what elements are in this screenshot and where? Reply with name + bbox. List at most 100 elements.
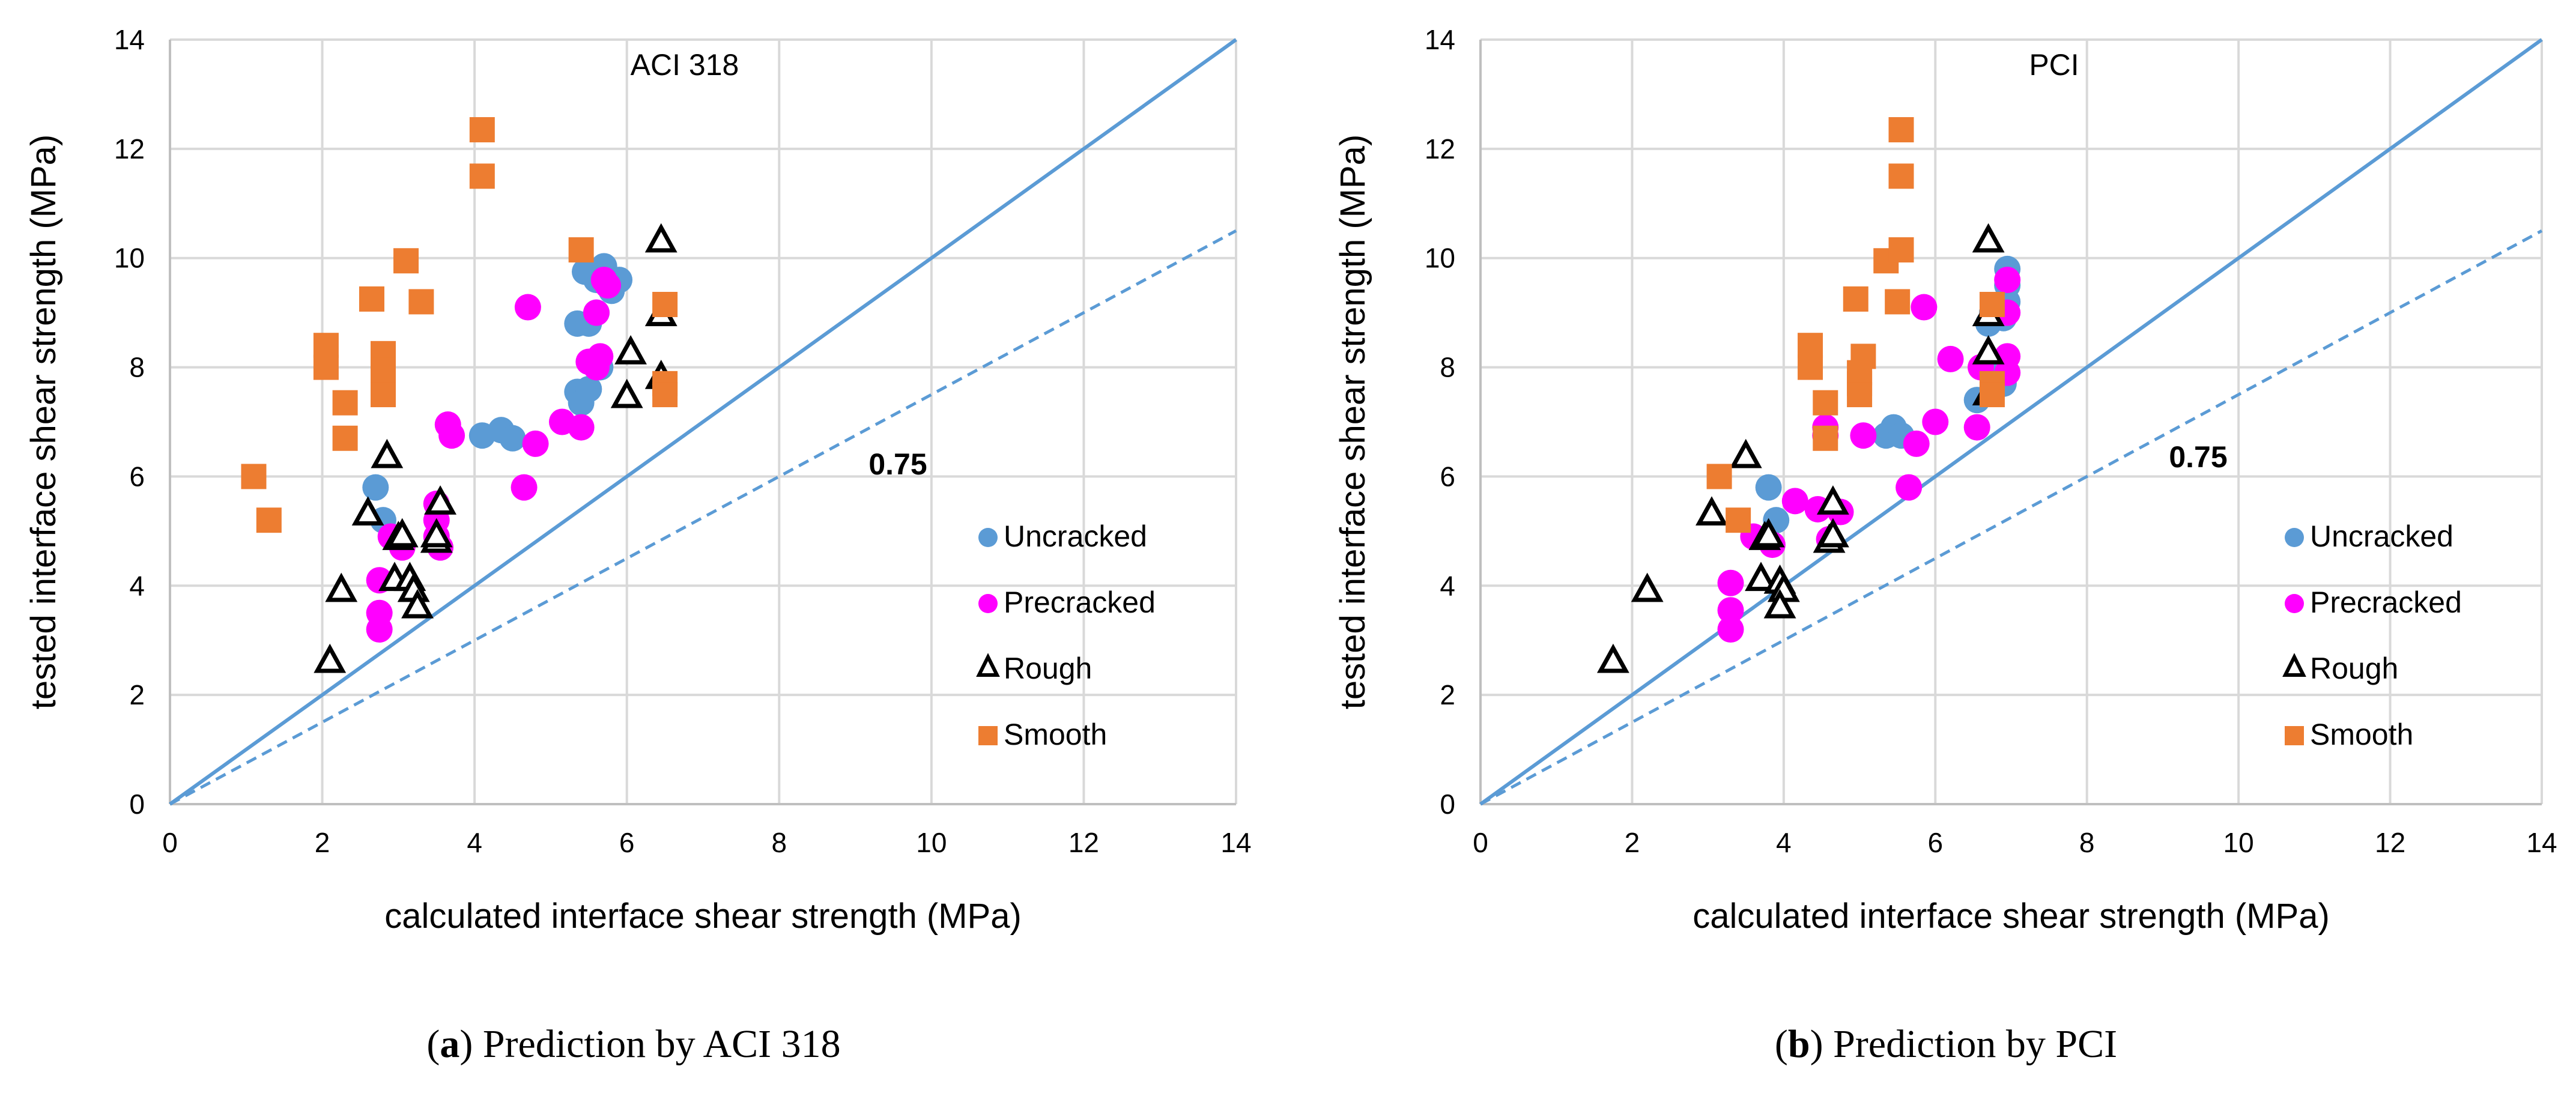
data-point-smooth: [1885, 289, 1911, 315]
ratio-0-75-line: [1479, 229, 2543, 806]
y-tick-label: 14: [114, 24, 145, 55]
data-point-precracked: [1717, 616, 1744, 643]
ratio-0-75-line: [169, 229, 1237, 806]
data-point-rough: [644, 223, 677, 253]
legend-marker-precracked: [978, 594, 998, 613]
data-point-smooth: [256, 507, 282, 533]
x-tick-label: 0: [1473, 827, 1488, 858]
series-precracked: [1717, 267, 2021, 643]
legend-label-precracked: Precracked: [1004, 586, 1156, 619]
y-tick-label: 2: [129, 679, 145, 710]
legend-marker-smooth: [2285, 726, 2304, 745]
x-tick-label: 12: [1068, 827, 1099, 858]
chart-annotation: PCI: [2029, 48, 2079, 82]
chart-pci: 0 2 4 6 8 10 12 14 0 2 4 6 8 10 12 14 calculated interfa…: [1333, 24, 2557, 936]
y-tick-label: 8: [129, 352, 145, 383]
data-point-precracked: [1717, 597, 1744, 624]
data-point-precracked: [1850, 422, 1877, 449]
legend-label-precracked: Precracked: [2310, 586, 2462, 619]
x-tick-label: 14: [2526, 827, 2557, 858]
data-point-rough: [371, 438, 404, 468]
data-point-smooth: [359, 286, 384, 312]
chart-annotation: ACI 318: [631, 48, 739, 82]
data-point-smooth: [1813, 425, 1838, 451]
ratio-label: 0.75: [2169, 440, 2227, 474]
caption-b: (b) Prediction by PCI: [1775, 1022, 2117, 1066]
legend-marker-smooth: [978, 726, 998, 745]
data-point-rough: [325, 572, 358, 602]
y-tick-label: 12: [1425, 133, 1455, 165]
y-tick-label: 12: [114, 133, 145, 165]
data-point-rough: [614, 335, 647, 365]
data-point-rough: [1745, 562, 1777, 592]
caption-a-open: (: [426, 1022, 440, 1066]
x-tick-label: 0: [162, 827, 178, 858]
data-point-uncracked: [362, 474, 389, 501]
data-point-uncracked: [499, 425, 526, 452]
legend-marker-uncracked: [978, 528, 998, 547]
data-point-uncracked: [1755, 474, 1782, 501]
data-point-smooth: [332, 390, 358, 416]
data-point-smooth: [1813, 390, 1838, 416]
x-axis-label: calculated interface shear strength (MPa…: [384, 897, 1022, 936]
series-uncracked: [362, 253, 633, 534]
data-point-precracked: [438, 422, 465, 449]
x-tick-label: 14: [1220, 827, 1251, 858]
data-point-rough: [1631, 572, 1664, 602]
legend-label-smooth: Smooth: [2310, 718, 2413, 751]
data-point-uncracked: [575, 375, 602, 402]
caption-a: (a) Prediction by ACI 318: [426, 1022, 840, 1066]
data-point-rough: [1816, 485, 1849, 515]
data-point-precracked: [522, 430, 549, 457]
data-point-rough: [401, 589, 434, 619]
data-point-smooth: [408, 289, 434, 315]
y-tick-label: 0: [129, 789, 145, 820]
data-point-smooth: [1979, 382, 2005, 408]
gridlines: [170, 38, 1237, 804]
data-point-rough: [351, 496, 384, 526]
data-point-smooth: [1843, 286, 1868, 312]
data-point-smooth: [332, 425, 358, 451]
y-tick-label: 2: [1440, 679, 1455, 710]
data-point-smooth: [652, 292, 678, 318]
data-point-smooth: [1706, 464, 1732, 489]
y-axis-label: tested interface shear strength (MPa): [1333, 135, 1372, 709]
x-axis-label: calculated interface shear strength (MPa…: [1693, 897, 2330, 936]
data-point-precracked: [511, 474, 538, 501]
y-tick-label: 6: [1440, 461, 1455, 492]
legend-marker-rough: [2282, 653, 2306, 677]
y-tick-label: 10: [1425, 243, 1455, 274]
x-tick-label: 4: [1776, 827, 1792, 858]
x-tick-label: 6: [1927, 827, 1943, 858]
data-point-smooth: [568, 237, 594, 263]
data-point-rough: [1696, 496, 1728, 526]
data-point-precracked: [1911, 294, 1938, 321]
data-point-precracked: [1896, 474, 1923, 501]
x-tick-label: 10: [916, 827, 947, 858]
data-point-precracked: [587, 343, 614, 370]
data-point-smooth: [313, 333, 339, 359]
y-tick-label: 4: [129, 570, 145, 601]
data-point-smooth: [371, 382, 396, 408]
data-point-precracked: [1994, 267, 2021, 294]
data-point-precracked: [1717, 569, 1744, 596]
data-point-smooth: [241, 464, 267, 489]
data-point-smooth: [313, 354, 339, 380]
data-point-smooth: [1798, 333, 1823, 359]
y-tick-label: 0: [1440, 789, 1455, 820]
data-point-smooth: [1726, 507, 1751, 533]
legend-label-rough: Rough: [2310, 652, 2398, 685]
data-point-rough: [386, 518, 419, 548]
data-point-smooth: [652, 382, 678, 408]
x-tick-label: 8: [771, 827, 787, 858]
data-point-rough: [314, 643, 347, 673]
legend-label-uncracked: Uncracked: [1004, 519, 1147, 553]
x-tick-label: 8: [2079, 827, 2095, 858]
legend-label-rough: Rough: [1004, 652, 1092, 685]
one-to-one-line: [169, 38, 1237, 806]
data-point-smooth: [1798, 354, 1823, 380]
data-point-precracked: [1937, 345, 1964, 372]
data-point-precracked: [1903, 430, 1930, 457]
data-point-rough: [610, 378, 643, 408]
